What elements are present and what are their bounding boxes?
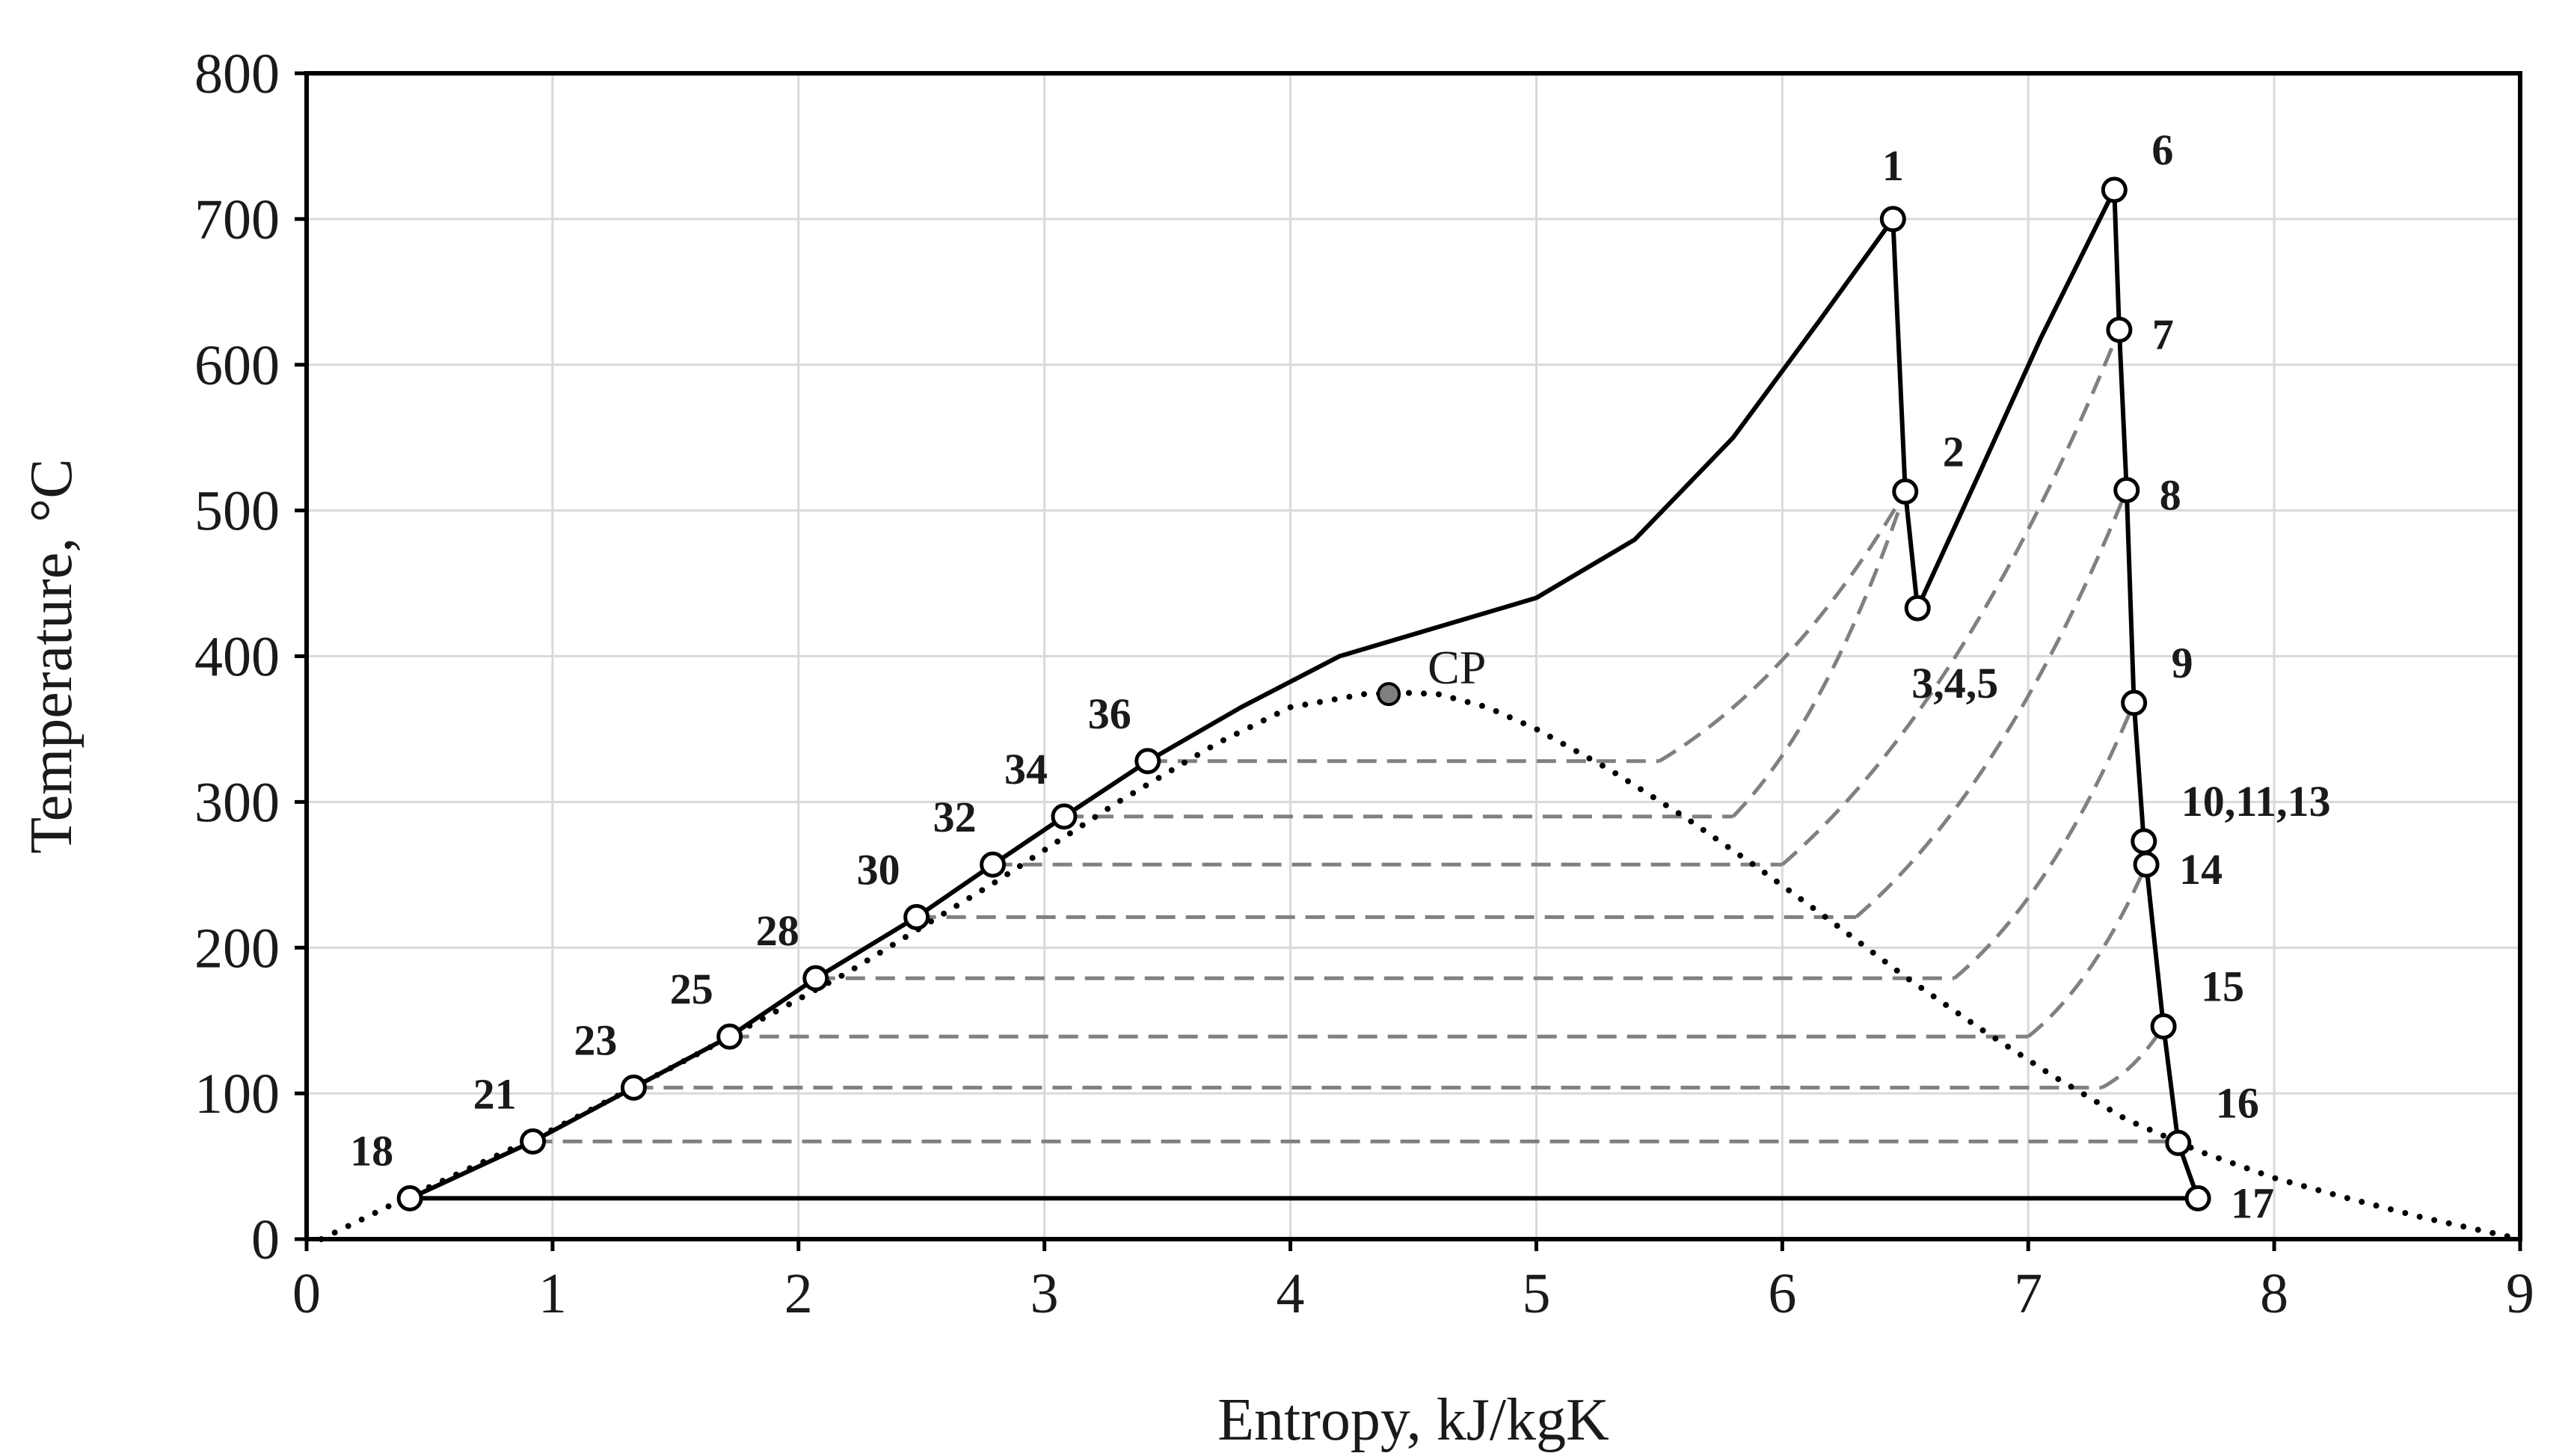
state-point-label: 25 <box>670 965 713 1013</box>
state-point-label: 3,4,5 <box>1911 659 1998 707</box>
x-tick-label: 8 <box>2260 1262 2288 1325</box>
y-axis-title: Temperature, °C <box>19 458 85 853</box>
state-point-label: 16 <box>2216 1078 2259 1127</box>
x-tick-label: 7 <box>2014 1262 2042 1325</box>
state-point-marker <box>1892 478 1919 505</box>
x-tick-label: 2 <box>784 1262 813 1325</box>
state-point-marker <box>2150 1013 2177 1039</box>
state-point-label: 1 <box>1882 141 1904 190</box>
y-tick-label: 100 <box>194 1063 280 1125</box>
state-point-marker <box>903 903 930 930</box>
state-point-marker <box>1051 803 1078 830</box>
x-tick-label: 1 <box>538 1262 567 1325</box>
state-point-marker <box>2101 176 2128 203</box>
state-point-marker <box>802 965 829 992</box>
state-point-label: 32 <box>933 793 977 841</box>
state-point-marker <box>2133 851 2160 878</box>
state-point-label: 9 <box>2172 639 2193 687</box>
state-point-marker <box>2121 689 2148 716</box>
state-point-label: 6 <box>2151 126 2173 174</box>
x-tick-label: 9 <box>2506 1262 2534 1325</box>
y-tick-label: 500 <box>194 480 280 543</box>
state-point-marker <box>1904 595 1931 621</box>
state-point-marker <box>716 1023 743 1050</box>
state-point-label: 14 <box>2179 845 2223 894</box>
x-tick-label: 6 <box>1768 1262 1796 1325</box>
critical-point-marker <box>1377 682 1401 707</box>
state-point-label: 23 <box>574 1016 617 1064</box>
y-tick-label: 800 <box>194 43 280 105</box>
y-tick-label: 400 <box>194 626 280 689</box>
state-point-marker <box>520 1128 547 1155</box>
x-tick-label: 0 <box>292 1262 321 1325</box>
state-point-label: 7 <box>2152 310 2174 359</box>
state-point-marker <box>1879 206 1906 233</box>
isobar-superheat-curve <box>1953 701 2136 980</box>
state-point-marker <box>2113 476 2140 503</box>
x-tick-label: 4 <box>1277 1262 1305 1325</box>
critical-point-label: CP <box>1428 641 1486 694</box>
isobar-superheat-curve <box>1855 489 2129 919</box>
state-point-label: 2 <box>1943 427 1965 476</box>
state-point-marker <box>980 851 1007 878</box>
isobar-superheat-curve <box>2027 864 2148 1039</box>
state-point-marker <box>396 1185 423 1211</box>
y-tick-label: 200 <box>194 917 280 980</box>
state-point-label: 10,11,13 <box>2181 777 2331 826</box>
state-point-label: 15 <box>2201 962 2244 1010</box>
state-point-label: 18 <box>350 1126 393 1175</box>
y-tick-label: 300 <box>194 771 280 834</box>
state-point-marker <box>2131 828 2157 855</box>
state-point-label: 17 <box>2231 1179 2274 1227</box>
state-point-marker <box>620 1074 647 1101</box>
state-point-label: 21 <box>473 1069 517 1118</box>
state-point-label: 28 <box>756 906 799 955</box>
isobar-superheat-curve <box>1658 491 1907 763</box>
isobar-superheat-curve <box>1731 491 1908 818</box>
state-point-marker <box>2106 316 2133 343</box>
x-tick-label: 5 <box>1522 1262 1550 1325</box>
y-tick-label: 700 <box>194 188 280 251</box>
state-point-marker <box>2184 1185 2211 1211</box>
state-point-label: 34 <box>1004 745 1048 793</box>
state-point-label: 36 <box>1088 689 1131 738</box>
x-axis-title: Entropy, kJ/kgK <box>1217 1387 1609 1453</box>
state-point-label: 8 <box>2160 470 2181 519</box>
state-point-marker <box>2165 1129 2192 1156</box>
state-point-marker <box>1134 748 1161 775</box>
state-point-label: 30 <box>857 845 900 894</box>
x-tick-label: 3 <box>1030 1262 1059 1325</box>
y-tick-label: 0 <box>251 1208 280 1271</box>
y-tick-label: 600 <box>194 334 280 397</box>
isobar-superheat-curve <box>1781 329 2122 867</box>
